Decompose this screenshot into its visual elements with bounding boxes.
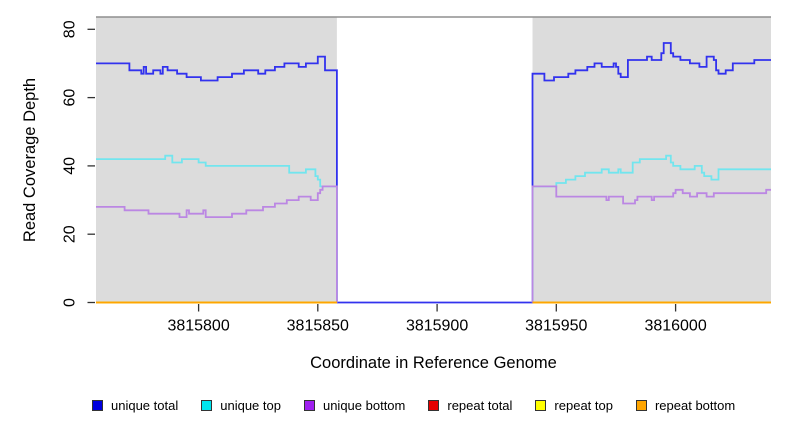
- legend-label: repeat top: [554, 398, 613, 413]
- legend-label: repeat bottom: [654, 398, 736, 413]
- legend-swatch: [635, 400, 647, 411]
- y-axis-title: Read Coverage Depth: [21, 77, 39, 243]
- legend: unique total unique top unique bottom repea…: [92, 398, 735, 413]
- x-tick-label: 3815950: [525, 318, 587, 335]
- legend-swatch: [303, 400, 315, 411]
- legend-item: repeat bottom: [635, 398, 736, 413]
- y-tick-label: 0: [62, 298, 79, 307]
- legend-swatch: [428, 400, 440, 411]
- shaded-region: [96, 17, 337, 304]
- legend-label: unique top: [220, 398, 281, 413]
- shaded-region: [532, 17, 771, 304]
- y-tick-label: 60: [62, 89, 79, 107]
- x-tick-label: 3815900: [406, 318, 468, 335]
- series-unique-bottom: [531, 185, 771, 303]
- x-tick-label: 3815800: [167, 318, 229, 335]
- legend-swatch: [201, 400, 213, 411]
- y-tick-label: 40: [62, 157, 79, 175]
- x-axis-title: Coordinate in Reference Genome: [310, 354, 557, 372]
- legend-swatch: [535, 400, 547, 411]
- legend-label: unique total: [111, 398, 179, 413]
- legend-item: unique bottom: [303, 398, 406, 413]
- series-unique-top: [96, 154, 338, 303]
- legend-swatch: [92, 400, 103, 411]
- legend-item: unique total: [92, 398, 178, 413]
- y-tick-label: 80: [62, 20, 79, 38]
- legend-label: repeat total: [447, 398, 513, 413]
- series-unique-bottom: [96, 185, 338, 303]
- y-tick-label: 20: [62, 225, 79, 243]
- series-unique-total: [96, 42, 771, 304]
- plot-svg: 3815800 3815850 3815900 3815950 3816000 0 20 40…: [62, 16, 771, 335]
- legend-item: repeat total: [428, 398, 512, 413]
- x-tick-label: 3815850: [287, 318, 349, 335]
- legend-item: unique top: [201, 398, 281, 413]
- legend-item: repeat top: [535, 398, 613, 413]
- x-tick-label: 3816000: [644, 318, 706, 335]
- series-unique-top: [531, 154, 771, 303]
- legend-label: unique bottom: [322, 398, 406, 413]
